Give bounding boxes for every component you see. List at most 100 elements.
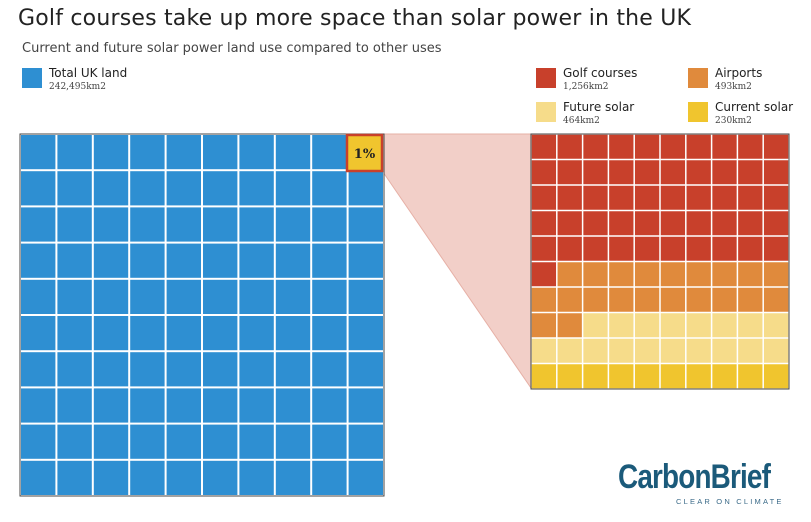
- main-cell: [203, 460, 238, 495]
- main-cell: [93, 171, 129, 206]
- main-cell: [312, 460, 347, 495]
- zoom-cell-golf-courses: [634, 211, 660, 236]
- zoom-cell-golf-courses: [686, 185, 711, 210]
- zoom-cell-golf-courses: [738, 185, 763, 210]
- zoom-cell-current-solar: [712, 364, 737, 389]
- main-cell: [21, 460, 56, 495]
- main-cell: [57, 424, 92, 459]
- main-cell: [312, 316, 347, 351]
- zoom-cell-golf-courses: [531, 236, 557, 261]
- chart-title: Golf courses take up more space than sol…: [18, 6, 692, 31]
- zoom-cell-future-solar: [738, 313, 763, 338]
- zoom-cell-airports: [634, 262, 660, 287]
- logo-part2: Brief: [710, 458, 771, 496]
- zoom-cell-future-solar: [531, 338, 557, 363]
- chart-subtitle: Current and future solar power land use …: [22, 41, 442, 56]
- zoom-cell-airports: [634, 287, 660, 312]
- zoom-cell-golf-courses: [557, 134, 582, 159]
- main-cell: [275, 171, 311, 206]
- zoom-cell-airports: [712, 287, 737, 312]
- main-cell: [239, 388, 274, 423]
- main-cell: [130, 135, 165, 170]
- zoom-cell-airports: [583, 262, 608, 287]
- legend-swatch-golf: [536, 68, 556, 88]
- main-cell: [312, 424, 347, 459]
- main-cell: [166, 171, 201, 206]
- main-cell: [21, 424, 56, 459]
- main-cell: [93, 388, 129, 423]
- main-cell: [130, 460, 165, 495]
- zoom-cell-golf-courses: [557, 211, 582, 236]
- logo-part1: Carbon: [618, 458, 711, 496]
- legend-label-future-solar: Future solar: [563, 100, 635, 114]
- main-cell: [166, 279, 201, 314]
- zoom-cell-golf-courses: [712, 185, 737, 210]
- zoom-cell-airports: [583, 287, 608, 312]
- main-cell: [166, 424, 201, 459]
- zoom-cell-airports: [660, 287, 686, 312]
- main-cell: [275, 207, 311, 242]
- main-cell: [203, 388, 238, 423]
- main-cell: [239, 135, 274, 170]
- main-cell: [57, 352, 92, 387]
- zoom-cell-current-solar: [531, 364, 557, 389]
- one-percent-label: 1%: [354, 147, 376, 162]
- zoom-cell-golf-courses: [531, 262, 557, 287]
- main-cell: [239, 460, 274, 495]
- legend-value-total: 242,495km2: [49, 82, 106, 92]
- main-cell: [275, 316, 311, 351]
- main-cell: [57, 460, 92, 495]
- zoom-cell-golf-courses: [583, 160, 608, 185]
- zoom-cell-golf-courses: [583, 211, 608, 236]
- zoom-cell-golf-courses: [531, 185, 557, 210]
- main-cell: [348, 388, 383, 423]
- legend-label-current-solar: Current solar: [715, 100, 794, 114]
- zoom-cell-airports: [531, 313, 557, 338]
- main-cell: [203, 352, 238, 387]
- main-cell: [166, 316, 201, 351]
- main-cell: [275, 352, 311, 387]
- main-cell: [312, 171, 347, 206]
- main-cell: [348, 279, 383, 314]
- main-cell: [166, 207, 201, 242]
- main-cell: [57, 171, 92, 206]
- zoom-cell-future-solar: [583, 338, 608, 363]
- main-cell: [130, 316, 165, 351]
- main-cell: [93, 207, 129, 242]
- zoom-cell-future-solar: [763, 338, 789, 363]
- zoom-cell-future-solar: [686, 338, 711, 363]
- zoom-cell-future-solar: [609, 313, 634, 338]
- zoom-cell-airports: [660, 262, 686, 287]
- main-cell: [130, 171, 165, 206]
- main-cell: [93, 352, 129, 387]
- main-cell: [275, 460, 311, 495]
- main-cell: [239, 207, 274, 242]
- legend-label-golf: Golf courses: [563, 66, 638, 80]
- zoom-cell-golf-courses: [660, 134, 686, 159]
- main-cell: [203, 279, 238, 314]
- zoom-cell-airports: [738, 262, 763, 287]
- zoom-cell-golf-courses: [609, 211, 634, 236]
- zoom-cell-golf-courses: [531, 160, 557, 185]
- zoom-cell-future-solar: [583, 313, 608, 338]
- zoom-cell-future-solar: [660, 313, 686, 338]
- main-cell: [203, 243, 238, 278]
- zoom-cell-airports: [712, 262, 737, 287]
- zoom-cell-golf-courses: [712, 236, 737, 261]
- main-cell: [21, 243, 56, 278]
- zoom-cell-golf-courses: [686, 236, 711, 261]
- main-cell: [275, 424, 311, 459]
- main-cell: [312, 279, 347, 314]
- zoom-cell-golf-courses: [557, 160, 582, 185]
- main-cell: [57, 279, 92, 314]
- zoom-cell-airports: [609, 287, 634, 312]
- legend-swatch-airports: [688, 68, 708, 88]
- zoom-cell-golf-courses: [763, 211, 789, 236]
- main-cell: [21, 388, 56, 423]
- zoom-cell-current-solar: [583, 364, 608, 389]
- main-cell: [275, 243, 311, 278]
- zoom-cell-future-solar: [712, 338, 737, 363]
- zoom-cell-current-solar: [609, 364, 634, 389]
- zoom-cell-future-solar: [634, 313, 660, 338]
